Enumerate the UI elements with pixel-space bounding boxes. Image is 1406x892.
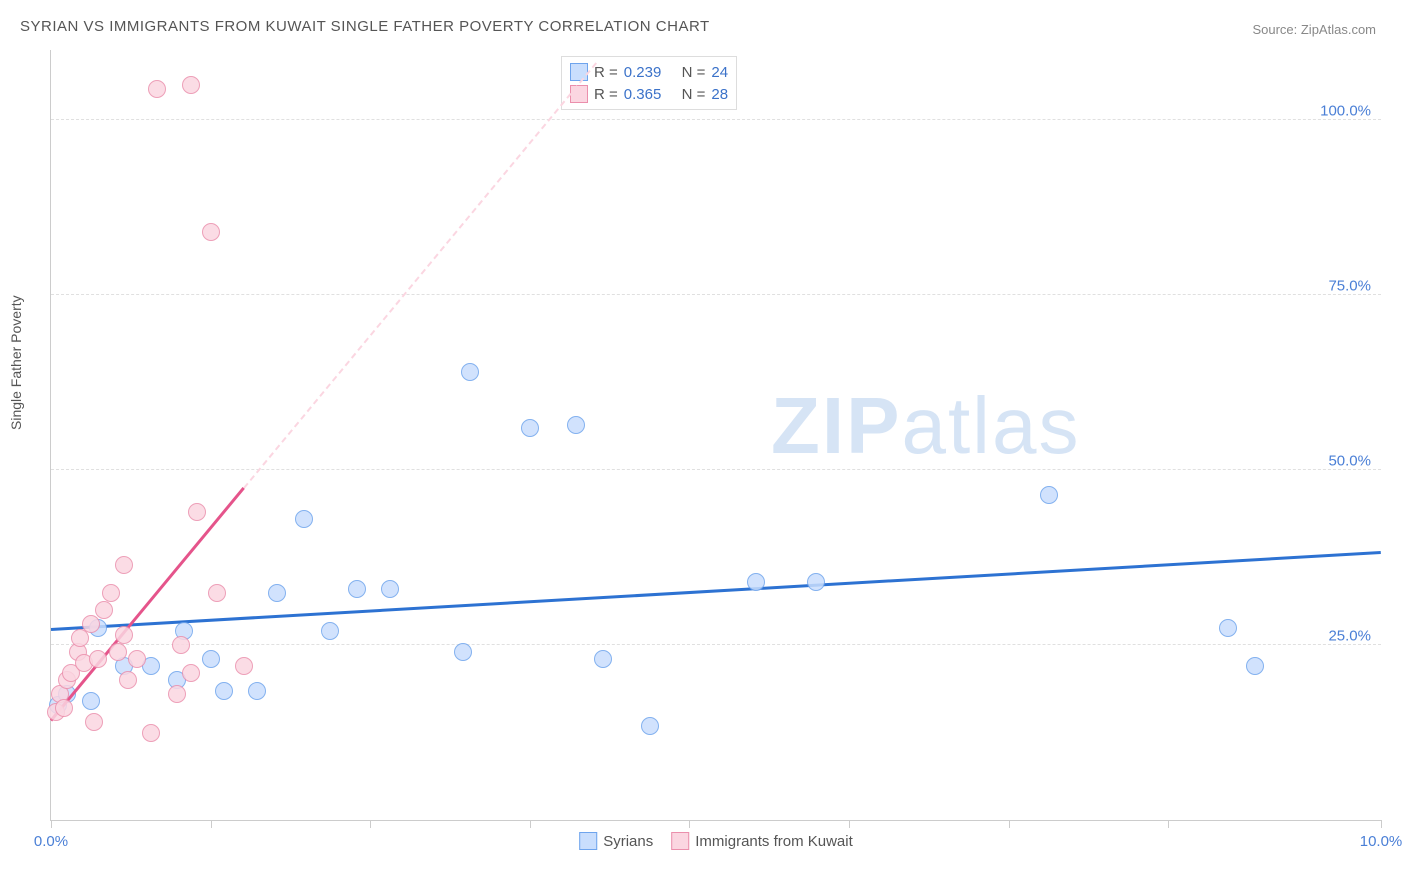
r-value-syrians: 0.239 [624, 64, 662, 81]
x-tick [849, 820, 850, 828]
data-point [182, 76, 200, 94]
n-label: N = [682, 64, 706, 81]
data-point [521, 419, 539, 437]
n-label: N = [682, 86, 706, 103]
gridline [51, 644, 1381, 645]
data-point [82, 692, 100, 710]
series-legend: Syrians Immigrants from Kuwait [579, 832, 853, 850]
data-point [202, 650, 220, 668]
swatch-syrians [579, 832, 597, 850]
data-point [115, 626, 133, 644]
data-point [747, 573, 765, 591]
data-point [115, 556, 133, 574]
data-point [381, 580, 399, 598]
r-value-kuwait: 0.365 [624, 86, 662, 103]
legend-item-kuwait: Immigrants from Kuwait [671, 832, 853, 850]
data-point [235, 657, 253, 675]
data-point [807, 573, 825, 591]
gridline [51, 119, 1381, 120]
y-tick-label: 25.0% [1328, 628, 1371, 645]
legend-label-kuwait: Immigrants from Kuwait [695, 833, 853, 850]
y-axis-label: Single Father Poverty [8, 295, 24, 430]
plot-area: ZIPatlas R = 0.239 N = 24 R = 0.365 N = … [50, 50, 1381, 821]
watermark-rest: atlas [901, 381, 1080, 470]
data-point [202, 223, 220, 241]
data-point [594, 650, 612, 668]
data-point [119, 671, 137, 689]
watermark-bold: ZIP [771, 381, 901, 470]
data-point [85, 713, 103, 731]
data-point [102, 584, 120, 602]
y-tick-label: 100.0% [1320, 103, 1371, 120]
x-tick-label: 0.0% [34, 833, 68, 850]
correlation-legend: R = 0.239 N = 24 R = 0.365 N = 28 [561, 56, 737, 110]
data-point [461, 363, 479, 381]
data-point [295, 510, 313, 528]
trendline [51, 551, 1381, 631]
swatch-kuwait [671, 832, 689, 850]
chart-title: SYRIAN VS IMMIGRANTS FROM KUWAIT SINGLE … [20, 18, 710, 35]
r-label: R = [594, 64, 618, 81]
x-tick [370, 820, 371, 828]
legend-row-kuwait: R = 0.365 N = 28 [570, 83, 728, 105]
x-tick [211, 820, 212, 828]
source-label: Source: ZipAtlas.com [1252, 22, 1376, 37]
gridline [51, 294, 1381, 295]
x-tick [51, 820, 52, 828]
data-point [1246, 657, 1264, 675]
data-point [248, 682, 266, 700]
n-value-syrians: 24 [711, 64, 728, 81]
x-tick [530, 820, 531, 828]
x-tick [1168, 820, 1169, 828]
data-point [1219, 619, 1237, 637]
data-point [182, 664, 200, 682]
data-point [567, 416, 585, 434]
data-point [95, 601, 113, 619]
data-point [641, 717, 659, 735]
data-point [348, 580, 366, 598]
data-point [142, 724, 160, 742]
r-label: R = [594, 86, 618, 103]
legend-label-syrians: Syrians [603, 833, 653, 850]
n-value-kuwait: 28 [711, 86, 728, 103]
x-tick [1009, 820, 1010, 828]
data-point [55, 699, 73, 717]
data-point [148, 80, 166, 98]
x-tick-label: 10.0% [1360, 833, 1403, 850]
watermark: ZIPatlas [771, 380, 1080, 472]
data-point [89, 650, 107, 668]
data-point [321, 622, 339, 640]
data-point [188, 503, 206, 521]
data-point [82, 615, 100, 633]
data-point [215, 682, 233, 700]
data-point [168, 685, 186, 703]
legend-item-syrians: Syrians [579, 832, 653, 850]
data-point [454, 643, 472, 661]
swatch-syrians [570, 63, 588, 81]
data-point [208, 584, 226, 602]
x-tick [1381, 820, 1382, 828]
data-point [128, 650, 146, 668]
gridline [51, 469, 1381, 470]
y-tick-label: 75.0% [1328, 278, 1371, 295]
data-point [1040, 486, 1058, 504]
data-point [109, 643, 127, 661]
x-tick [689, 820, 690, 828]
data-point [172, 636, 190, 654]
y-tick-label: 50.0% [1328, 453, 1371, 470]
data-point [268, 584, 286, 602]
trendline-dashed [243, 62, 597, 489]
